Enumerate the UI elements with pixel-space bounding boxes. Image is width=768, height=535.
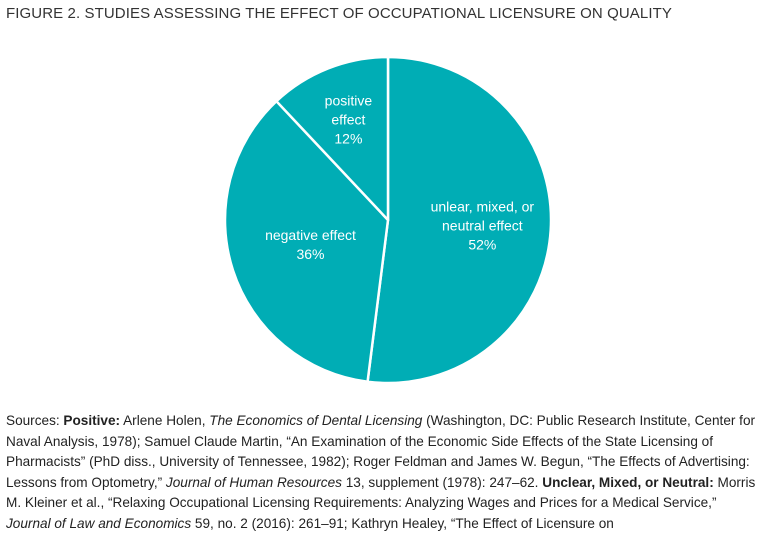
pie-slice bbox=[275, 55, 390, 222]
source-text: Journal of Human Resources bbox=[165, 474, 342, 490]
slice-label: unlear, mixed, or neutral effect 52% bbox=[422, 197, 542, 254]
source-text: 13, supplement (1978): 247–62. bbox=[341, 474, 543, 490]
slice-label: negative effect 36% bbox=[250, 226, 370, 264]
source-text: Positive: bbox=[63, 413, 121, 428]
value-label: 36% bbox=[296, 246, 325, 263]
source-text: (Washington, DC: Public Research Institu… bbox=[6, 413, 756, 490]
chart bbox=[223, 55, 553, 385]
source-text: Unclear, Mixed, or Neutral: bbox=[542, 474, 714, 490]
chart-title: FIGURE 2. STUDIES ASSESSING THE EFFECT O… bbox=[6, 5, 672, 22]
sources: Sources: Positive: Arlene Holen, The Eco… bbox=[6, 411, 762, 535]
category-label: negative effect bbox=[265, 227, 356, 244]
source-text: Arlene Holen, bbox=[120, 413, 210, 428]
pie-slice bbox=[223, 99, 390, 383]
pie-slice bbox=[366, 55, 553, 385]
source-text: Sources: bbox=[6, 413, 64, 428]
value-label: 12% bbox=[334, 130, 363, 147]
category-label: positive effect bbox=[324, 92, 373, 128]
value-label: 52% bbox=[468, 236, 497, 253]
source-text: 59, no. 2 (2016): 261–91; Kathryn Healey… bbox=[191, 515, 614, 531]
source-text: Journal of Law and Economics bbox=[6, 515, 192, 531]
category-label: unlear, mixed, or neutral effect bbox=[430, 198, 535, 234]
source-text: The Economics of Dental Licensing bbox=[209, 413, 423, 428]
source-text: Morris M. Kleiner et al., “Relaxing Occu… bbox=[6, 474, 756, 511]
slice-label: positive effect 12% bbox=[313, 91, 383, 148]
